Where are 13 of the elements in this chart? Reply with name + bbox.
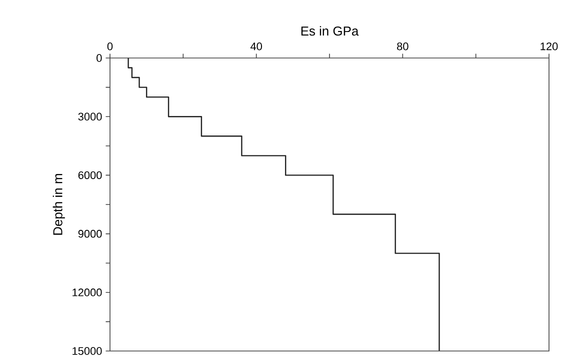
x-axis-title: Es in GPa xyxy=(301,26,359,36)
x-tick-label: 120 xyxy=(540,42,558,50)
y-axis-title: Depth in m xyxy=(52,174,65,235)
y-tick-label: 9000 xyxy=(78,230,102,238)
y-tick-label: 3000 xyxy=(78,112,102,120)
x-tick-label: 80 xyxy=(397,42,408,50)
y-tick-label: 15000 xyxy=(72,347,102,355)
x-tick-label: 40 xyxy=(250,42,262,50)
line-series xyxy=(128,57,440,352)
x-tick-label: 0 xyxy=(107,42,113,50)
y-tick-label: 6000 xyxy=(78,171,102,180)
y-tick-label: 0 xyxy=(96,54,102,62)
y-tick-label: 12000 xyxy=(72,288,102,296)
